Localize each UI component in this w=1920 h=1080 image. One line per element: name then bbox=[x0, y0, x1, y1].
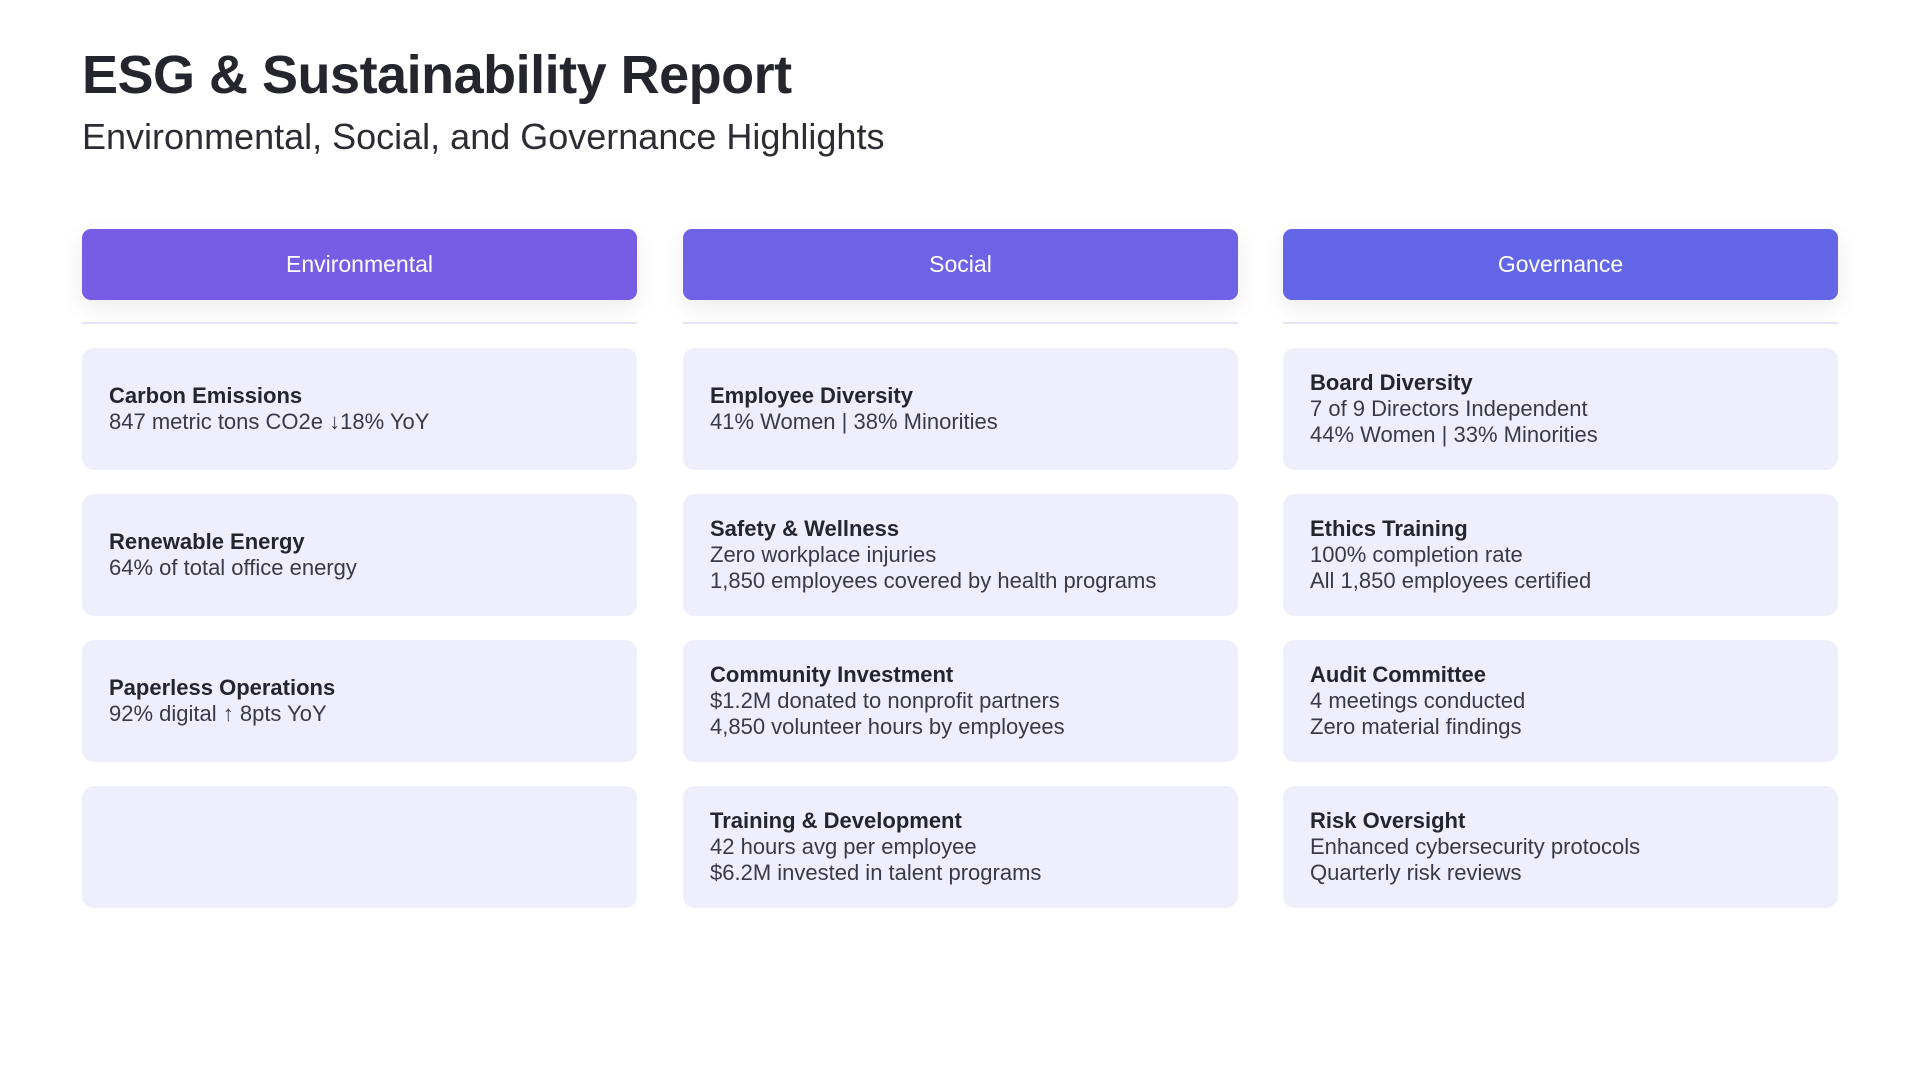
metric-card: Risk Oversight Enhanced cybersecurity pro… bbox=[1283, 786, 1838, 908]
metric-detail: 42 hours avg per employee bbox=[710, 834, 977, 859]
metric-title: Carbon Emissions bbox=[109, 383, 303, 408]
empty-card bbox=[82, 786, 637, 908]
metric-detail: $6.2M invested in talent programs bbox=[710, 860, 1042, 885]
metric-title: Ethics Training bbox=[1310, 516, 1468, 541]
metric-title: Paperless Operations bbox=[109, 675, 336, 700]
divider bbox=[1283, 322, 1838, 324]
metric-detail: Enhanced cybersecurity protocols bbox=[1310, 834, 1641, 859]
metric-card: Audit Committee 4 meetings conducted Zero … bbox=[1283, 640, 1838, 762]
metric-card: Safety & Wellness Zero workplace injuries… bbox=[683, 494, 1238, 616]
divider bbox=[683, 322, 1238, 324]
metric-card: Employee Diversity 41% Women | 38% Minori… bbox=[683, 348, 1238, 470]
metric-detail: 4 meetings conducted bbox=[1310, 688, 1526, 713]
divider bbox=[82, 322, 637, 324]
metric-detail: 41% Women | 38% Minorities bbox=[710, 409, 998, 434]
column-header-environmental: Environmental bbox=[82, 229, 637, 300]
metric-title: Training & Development bbox=[710, 808, 962, 833]
metric-title: Risk Oversight bbox=[1310, 808, 1466, 833]
metric-title: Safety & Wellness bbox=[710, 516, 900, 541]
metric-title: Employee Diversity bbox=[710, 383, 913, 408]
metric-detail: 1,850 employees covered by health progra… bbox=[710, 568, 1157, 593]
metric-title: Renewable Energy bbox=[109, 529, 305, 554]
page-subtitle: Environmental, Social, and Governance Hi… bbox=[82, 116, 885, 157]
metric-card: Training & Development 42 hours avg per e… bbox=[683, 786, 1238, 908]
column-social: Social Employee Diversity 41% Women | 38% … bbox=[683, 229, 1238, 908]
column-header-social: Social bbox=[683, 229, 1238, 300]
metric-card: Carbon Emissions 847 metric tons CO2e ↓18… bbox=[82, 348, 637, 470]
metric-detail: 7 of 9 Directors Independent bbox=[1310, 396, 1588, 421]
metric-detail: 64% of total office energy bbox=[109, 555, 357, 580]
metric-detail: Quarterly risk reviews bbox=[1310, 860, 1522, 885]
metric-title: Board Diversity bbox=[1310, 370, 1473, 395]
metric-detail: 44% Women | 33% Minorities bbox=[1310, 422, 1598, 447]
metric-detail: Zero workplace injuries bbox=[710, 542, 937, 567]
metric-detail: $1.2M donated to nonprofit partners bbox=[710, 688, 1060, 713]
metric-card: Ethics Training 100% completion rate All 1… bbox=[1283, 494, 1838, 616]
metric-detail: 4,850 volunteer hours by employees bbox=[710, 714, 1065, 739]
page-title: ESG & Sustainability Report bbox=[82, 45, 792, 105]
metric-detail: 847 metric tons CO2e ↓18% YoY bbox=[109, 409, 430, 434]
metric-detail: 100% completion rate bbox=[1310, 542, 1523, 567]
metric-card: Board Diversity 7 of 9 Directors Independ… bbox=[1283, 348, 1838, 470]
metric-detail: 92% digital ↑ 8pts YoY bbox=[109, 701, 327, 726]
metric-card: Community Investment $1.2M donated to non… bbox=[683, 640, 1238, 762]
column-governance: Governance Board Diversity 7 of 9 Director… bbox=[1283, 229, 1838, 908]
metric-detail: Zero material findings bbox=[1310, 714, 1522, 739]
column-header-governance: Governance bbox=[1283, 229, 1838, 300]
column-environmental: Environmental Carbon Emissions 847 metric … bbox=[82, 229, 637, 908]
metric-card: Renewable Energy 64% of total office ener… bbox=[82, 494, 637, 616]
metric-card: Paperless Operations 92% digital ↑ 8pts Y… bbox=[82, 640, 637, 762]
metric-title: Community Investment bbox=[710, 662, 954, 687]
metric-title: Audit Committee bbox=[1310, 662, 1486, 687]
metric-detail: All 1,850 employees certified bbox=[1310, 568, 1592, 593]
